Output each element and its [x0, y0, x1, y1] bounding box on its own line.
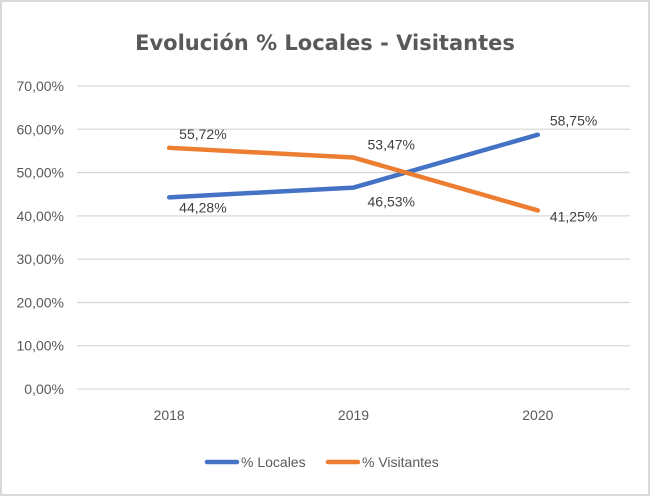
y-tick-label: 0,00%	[24, 381, 64, 397]
legend-item: % Locales	[204, 454, 306, 470]
legend-item: % Visitantes	[325, 454, 439, 470]
legend-label: % Visitantes	[362, 454, 439, 470]
y-tick-label: 20,00%	[17, 294, 64, 310]
y-tick-label: 70,00%	[17, 78, 64, 94]
data-label: 53,47%	[368, 137, 415, 153]
legend-label: % Locales	[241, 454, 306, 470]
data-label: 55,72%	[179, 126, 226, 142]
y-tick-label: 60,00%	[17, 121, 64, 137]
data-label: 58,75%	[550, 113, 597, 129]
data-label: 41,25%	[550, 208, 597, 224]
data-label: 46,53%	[368, 194, 415, 210]
y-tick-label: 10,00%	[17, 338, 64, 354]
y-tick-label: 50,00%	[17, 165, 64, 181]
x-tick-label: 2019	[338, 407, 369, 423]
chart-title: Evolución % Locales - Visitantes	[135, 31, 515, 55]
y-tick-label: 40,00%	[17, 208, 64, 224]
x-tick-label: 2020	[522, 407, 553, 423]
y-tick-label: 30,00%	[17, 251, 64, 267]
x-tick-label: 2018	[154, 407, 185, 423]
series-line-locales	[166, 132, 541, 200]
data-label: 44,28%	[179, 199, 226, 215]
